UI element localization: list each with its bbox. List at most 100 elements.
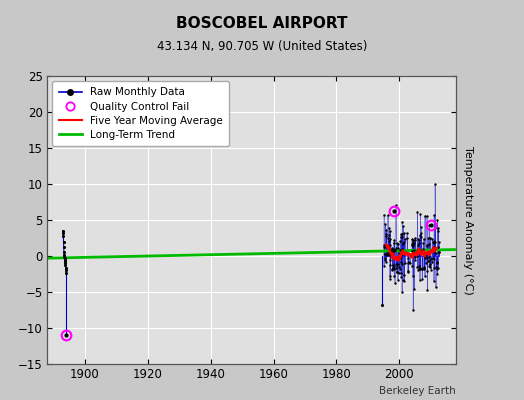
- Point: [435, 249, 443, 255]
- Point: [386, 276, 394, 282]
- Point: [384, 235, 392, 242]
- Point: [420, 266, 428, 272]
- Point: [408, 263, 417, 270]
- Point: [427, 267, 435, 273]
- Point: [425, 253, 433, 260]
- Point: [421, 272, 429, 279]
- Point: [409, 307, 417, 313]
- Point: [409, 237, 417, 244]
- Point: [390, 239, 398, 246]
- Point: [415, 240, 423, 246]
- Point: [388, 265, 397, 272]
- Point: [60, 255, 69, 261]
- Point: [417, 224, 425, 230]
- Point: [419, 247, 427, 254]
- Point: [388, 245, 396, 251]
- Point: [430, 244, 439, 250]
- Point: [385, 232, 394, 238]
- Point: [432, 249, 440, 256]
- Point: [408, 243, 417, 250]
- Point: [407, 252, 416, 258]
- Point: [395, 264, 403, 270]
- Point: [400, 238, 408, 245]
- Point: [396, 247, 404, 254]
- Point: [388, 262, 397, 268]
- Point: [434, 248, 443, 255]
- Text: 43.134 N, 90.705 W (United States): 43.134 N, 90.705 W (United States): [157, 40, 367, 53]
- Point: [395, 270, 403, 276]
- Point: [380, 250, 389, 257]
- Point: [399, 277, 407, 283]
- Point: [410, 256, 419, 263]
- Point: [381, 233, 390, 240]
- Point: [398, 261, 406, 267]
- Point: [382, 259, 390, 266]
- Point: [433, 271, 441, 278]
- Point: [398, 249, 406, 256]
- Point: [413, 250, 422, 256]
- Point: [398, 231, 406, 238]
- Point: [415, 248, 423, 255]
- Point: [425, 240, 433, 247]
- Point: [432, 264, 440, 270]
- Point: [421, 255, 429, 262]
- Point: [392, 268, 401, 275]
- Point: [383, 250, 391, 256]
- Point: [60, 254, 69, 260]
- Point: [406, 259, 414, 266]
- Point: [398, 239, 407, 246]
- Point: [390, 266, 398, 272]
- Point: [418, 265, 426, 272]
- Point: [431, 238, 439, 245]
- Point: [389, 248, 397, 254]
- Point: [397, 273, 406, 280]
- Point: [400, 230, 409, 236]
- Point: [411, 254, 419, 260]
- Point: [403, 260, 412, 266]
- Point: [61, 258, 69, 264]
- Point: [61, 262, 70, 268]
- Point: [390, 247, 399, 254]
- Point: [386, 257, 395, 263]
- Point: [425, 261, 434, 268]
- Point: [420, 263, 428, 270]
- Point: [419, 240, 428, 246]
- Point: [408, 248, 417, 255]
- Point: [394, 276, 402, 283]
- Point: [423, 242, 431, 248]
- Point: [429, 254, 438, 261]
- Point: [421, 212, 429, 219]
- Point: [422, 250, 431, 257]
- Point: [416, 276, 424, 283]
- Point: [407, 253, 416, 259]
- Point: [380, 242, 388, 248]
- Point: [432, 259, 441, 266]
- Point: [59, 233, 68, 239]
- Point: [388, 249, 397, 255]
- Point: [413, 248, 421, 254]
- Point: [381, 231, 390, 237]
- Point: [430, 238, 438, 245]
- Text: BOSCOBEL AIRPORT: BOSCOBEL AIRPORT: [176, 16, 348, 31]
- Point: [407, 241, 416, 248]
- Point: [428, 259, 436, 266]
- Point: [432, 284, 440, 291]
- Point: [427, 264, 435, 270]
- Point: [378, 302, 386, 308]
- Point: [414, 236, 422, 242]
- Point: [383, 252, 391, 258]
- Point: [434, 264, 443, 271]
- Point: [425, 222, 433, 228]
- Point: [403, 234, 411, 241]
- Point: [416, 232, 424, 238]
- Point: [60, 244, 68, 250]
- Point: [397, 246, 406, 252]
- Point: [398, 219, 407, 225]
- Point: [418, 266, 426, 272]
- Point: [400, 272, 408, 279]
- Point: [380, 244, 388, 251]
- Point: [61, 260, 69, 266]
- Point: [383, 227, 391, 234]
- Point: [394, 240, 402, 247]
- Point: [387, 250, 396, 256]
